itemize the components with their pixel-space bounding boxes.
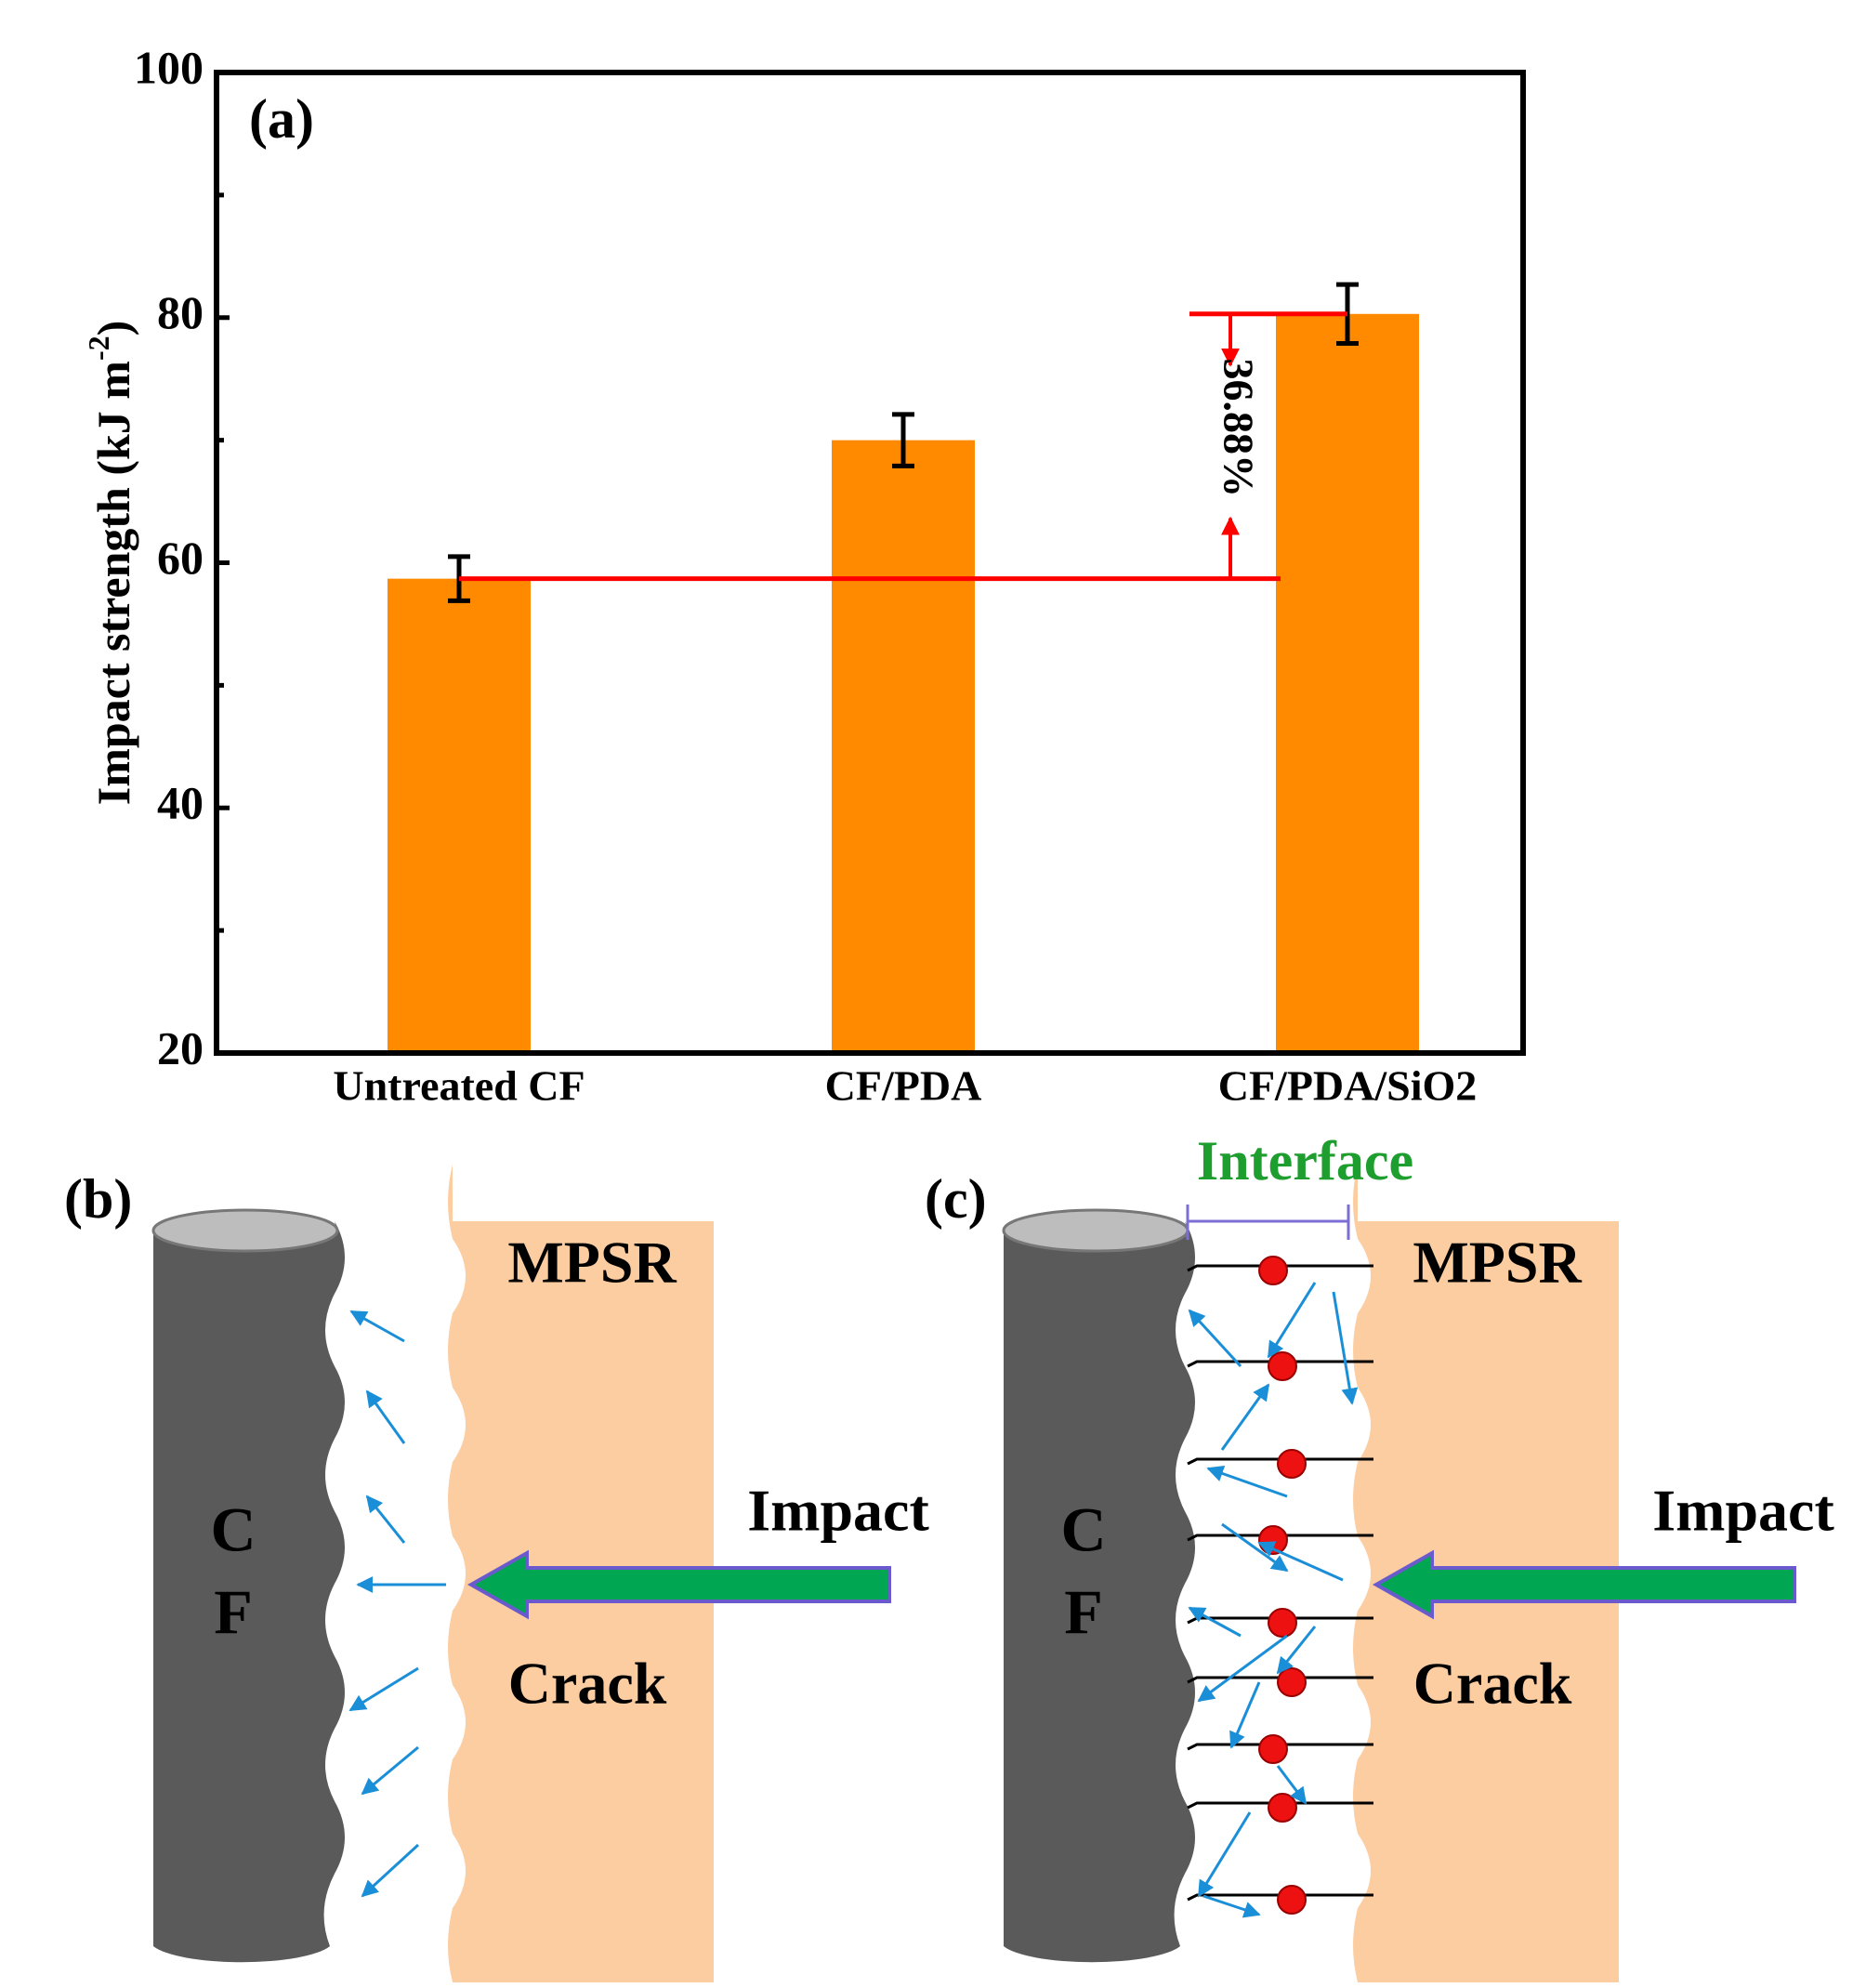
schematic-panel: CF MPSR Crack Impact (b) [64,1165,929,1982]
annotation: 36.88% [1215,358,1262,497]
stress-arrow [1267,1282,1317,1359]
stress-arrow [361,1745,419,1796]
nanoparticle [1277,1885,1307,1915]
fiber-top [1002,1208,1189,1253]
nanoparticle [1277,1449,1307,1479]
stress-arrow [1197,1634,1288,1703]
stress-arrow [1188,1606,1242,1638]
bar [832,440,975,1053]
schematic-panel: CF MPSR Crack Impact Interface (c) [925,1130,1834,1982]
plot-frame [214,70,1526,1056]
fiber-label: F [214,1577,253,1648]
fiber-label: C [1060,1494,1106,1565]
stress-arrow [1197,1811,1252,1898]
y-axis-title-sup: -2 [82,336,115,361]
error-bar [892,412,914,468]
impact-label: Impact [747,1478,929,1544]
nanoparticle [1277,1667,1307,1697]
matrix-label: MPSR [507,1230,677,1296]
y-axis-title: Impact strength (kJ m-2) [82,321,139,806]
interface-label: Interface [1197,1130,1413,1191]
impact-arrow [1372,1549,1796,1620]
stress-arrow [1229,1681,1261,1749]
stress-arrow [1206,1465,1288,1498]
stress-arrow [361,1843,420,1898]
y-tick-label: 100 [134,41,204,93]
stress-arrow [349,1310,405,1343]
carbon-fiber [153,1221,345,1963]
fiber-top [151,1208,339,1253]
stress-arrow [1276,1765,1308,1805]
impact-arrow [466,1549,891,1620]
nanoparticle [1268,1793,1297,1823]
bar [1276,313,1419,1053]
nanoparticle [1258,1256,1288,1285]
x-tick-label: Untreated CF [333,1062,585,1110]
panel-label: (b) [64,1168,132,1230]
crack-label: Crack [508,1651,667,1717]
impact-label: Impact [1652,1478,1834,1544]
x-tick-label: CF/PDA/SiO2 [1218,1062,1478,1110]
stress-arrow [365,1494,406,1544]
stress-arrow [1221,1522,1289,1573]
matrix-label: MPSR [1413,1230,1582,1296]
y-axis-title-part: ) [87,321,139,336]
y-tick-label: 80 [157,286,204,338]
crack-label: Crack [1413,1651,1572,1717]
stress-arrow [1220,1383,1270,1451]
nanoparticle [1268,1608,1297,1638]
nanoparticle [1268,1351,1297,1381]
y-tick-label: 60 [157,532,204,584]
y-tick-label: 20 [157,1021,204,1073]
stress-arrow [1202,1894,1261,1918]
y-tick-label: 40 [157,777,204,829]
fiber-label: F [1064,1577,1103,1648]
fiber-label: C [210,1494,256,1565]
carbon-fiber [1004,1221,1195,1963]
stress-arrow [1276,1626,1317,1675]
panel-label: (a) [249,88,314,150]
y-axis-title-part: Impact strength (kJ m [87,361,139,805]
panel-label: (c) [925,1168,987,1230]
stress-arrow [348,1666,419,1712]
bar [388,578,531,1053]
x-tick-label: CF/PDA [825,1062,982,1110]
nanoparticle [1258,1734,1288,1764]
stress-arrow [1332,1291,1359,1405]
stress-arrow [1188,1309,1242,1368]
stress-arrow [1257,1541,1344,1582]
stress-arrow [365,1389,406,1444]
